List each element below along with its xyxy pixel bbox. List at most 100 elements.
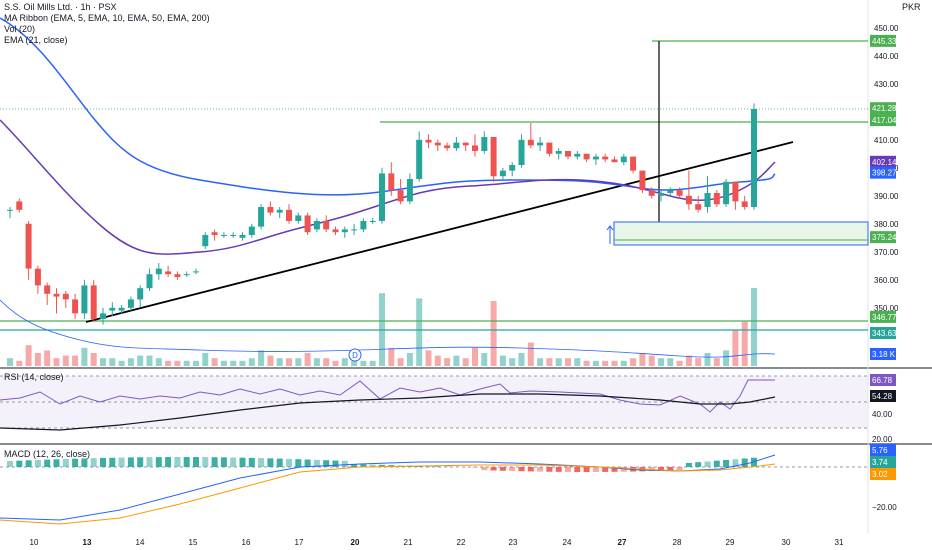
macd-histogram-bar	[723, 459, 730, 467]
volume-bar	[704, 353, 711, 366]
candle-body	[658, 193, 664, 196]
macd-histogram-bar	[258, 458, 265, 467]
time-axis-label: 17	[295, 538, 304, 547]
time-axis-label: 27	[618, 538, 627, 547]
volume-bar	[602, 360, 609, 366]
price-tag-label: 346.77	[872, 313, 897, 322]
candle-body	[332, 229, 339, 233]
volume-bar	[369, 360, 376, 366]
candle-body	[62, 293, 69, 300]
candle-body	[695, 204, 702, 210]
macd-histogram-bar	[695, 462, 702, 467]
macd-histogram-bar	[658, 467, 664, 471]
candle-body	[388, 173, 395, 191]
indicator-value-tag	[870, 468, 896, 480]
macd-histogram-bar	[34, 459, 41, 467]
candle-body	[732, 181, 739, 202]
candle-body	[25, 223, 32, 269]
candle-body	[518, 139, 525, 165]
candle-body	[16, 201, 23, 210]
volume-bar	[165, 360, 172, 366]
macd-histogram-bar	[611, 467, 618, 472]
volume-bar	[313, 358, 320, 366]
ema-50-line	[0, 119, 776, 255]
macd-histogram-bar	[685, 462, 692, 467]
candle-body	[648, 190, 655, 196]
macd-pane-label[interactable]: MACD (12, 26, close)	[4, 449, 91, 459]
indicator-legend-vol[interactable]: Vol (20)	[4, 24, 36, 34]
candle-body	[230, 235, 237, 236]
volume-bar	[304, 353, 311, 366]
volume-bar	[462, 358, 469, 366]
support-zone[interactable]	[613, 221, 869, 246]
time-axis-label: 21	[404, 538, 413, 547]
candle-body	[472, 145, 478, 151]
symbol-title[interactable]: S.S. Oil Mills Ltd. · 1h · PSX	[4, 2, 117, 12]
candle-body	[286, 209, 292, 221]
price-tag-label: 445.33	[872, 37, 897, 46]
volume-bar	[713, 358, 720, 366]
macd-histogram-bar	[193, 457, 199, 467]
macd-histogram-bar	[109, 457, 116, 467]
volume-bar	[555, 358, 562, 366]
volume-bar	[630, 358, 637, 366]
volume-bar	[434, 355, 441, 366]
price-tag-label: 398.27	[872, 169, 897, 178]
indicator-legend-ema[interactable]: EMA (21, close)	[4, 35, 68, 45]
volume-bar	[230, 360, 237, 366]
price-tag-label: 421.28	[872, 104, 897, 113]
volume-bar	[648, 355, 655, 366]
candle-body	[267, 207, 274, 213]
macd-histogram-bar	[481, 467, 488, 471]
macd-histogram-bar	[248, 457, 255, 467]
time-axis-label: 23	[509, 538, 518, 547]
candle-body	[751, 109, 757, 207]
candle-body	[406, 179, 413, 202]
candle-body	[100, 313, 106, 319]
dividend-marker-icon[interactable]	[348, 348, 362, 362]
candle-body	[592, 156, 599, 160]
ascending-trendline[interactable]	[85, 141, 794, 323]
macd-histogram-bar	[341, 460, 348, 467]
candle-body	[704, 193, 711, 207]
volume-bar	[53, 358, 60, 366]
indicator-value-label: 3.02	[872, 470, 888, 479]
indicator-legend-ma-ribbon[interactable]: MA Ribbon (EMA, 5, EMA, 10, EMA, 50, EMA…	[4, 13, 210, 23]
candle-body	[583, 153, 590, 160]
macd-histogram-bar	[295, 459, 302, 467]
time-axis[interactable]: 10 13 14 15 16 17 20 21 22 23 24 27 28 29 30 31	[30, 538, 844, 547]
macd-histogram-bar	[499, 467, 506, 471]
macd-histogram-bar	[16, 460, 23, 467]
volume-bar	[481, 353, 488, 366]
macd-histogram-bar	[90, 458, 97, 467]
candle-body	[676, 190, 683, 196]
volume-bar	[676, 360, 683, 366]
candle-body	[239, 235, 246, 238]
volume-bar	[444, 358, 451, 366]
candle-body	[630, 156, 637, 171]
candle-body	[425, 139, 432, 143]
volume-bar	[7, 358, 13, 366]
volume-bar	[751, 288, 757, 366]
candle-body	[165, 271, 172, 275]
indicator-value-label: 54.28	[872, 392, 893, 401]
macd-histogram-bar	[62, 459, 69, 467]
rsi-pane-label[interactable]: RSI (14, close)	[4, 372, 64, 382]
macd-histogram-bar	[220, 457, 227, 467]
volume-bar	[351, 360, 358, 366]
macd-histogram-bar	[100, 457, 106, 467]
macd-histogram-bar	[434, 466, 441, 467]
macd-histogram-bar	[53, 459, 60, 467]
volume-bar	[202, 353, 209, 366]
candle-body	[602, 156, 609, 160]
volume-bar	[248, 358, 255, 366]
time-axis-label: 14	[136, 538, 145, 547]
volume-bar	[518, 353, 525, 366]
macd-histogram-bar	[527, 467, 534, 472]
macd-histogram-bar	[81, 458, 88, 467]
volume-bar	[406, 353, 413, 366]
volume-ma-line	[0, 299, 776, 358]
indicator-value-label: 66.78	[872, 376, 893, 385]
candle-body	[360, 221, 367, 230]
